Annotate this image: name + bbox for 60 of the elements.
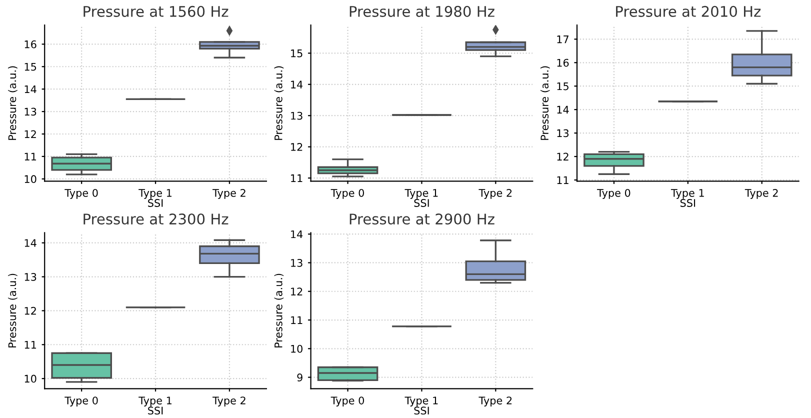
y-tick-label: 14 [291, 80, 303, 88]
y-tick-label: 13 [24, 273, 36, 281]
chart-title: Pressure at 2300 Hz [84, 214, 228, 225]
x-axis-title: SSI [148, 199, 163, 207]
y-tick-label: 11 [557, 176, 568, 184]
x-axis-title: SSI [414, 199, 429, 207]
y-tick-label: 14 [24, 239, 36, 247]
chart-title: Pressure at 1980 Hz [350, 6, 494, 17]
y-tick-label: 12 [24, 306, 36, 315]
y-tick-label: 16 [557, 58, 569, 67]
y-tick-label: 12 [291, 143, 302, 151]
x-tick-label: Type 2 [212, 188, 246, 199]
y-tick-label: 17 [557, 36, 568, 44]
y-tick-label: 15 [557, 82, 568, 90]
y-tick-label: 12 [291, 288, 302, 296]
y-tick-label: 14 [557, 106, 569, 114]
y-tick-label: 11 [24, 340, 36, 349]
x-tick-label: Type 2 [212, 396, 246, 406]
y-tick-label: 10 [24, 175, 36, 184]
x-tick-label: Type 2 [478, 188, 512, 199]
y-axis-title: Pressure (a.u.) [540, 66, 550, 140]
y-axis-title: Pressure (a.u.) [8, 66, 18, 140]
y-tick-label: 11 [291, 174, 302, 182]
x-tick-label: Type 0 [597, 188, 630, 199]
y-tick-label: 12 [24, 130, 36, 138]
x-tick-label: Type 1 [138, 396, 172, 406]
chart-title: Pressure at 2900 Hz [350, 214, 494, 225]
y-tick-label: 15 [24, 62, 36, 71]
y-tick-label: 12 [557, 152, 568, 160]
y-axis-title: Pressure (a.u.) [8, 274, 18, 348]
y-tick-label: 14 [24, 85, 36, 94]
x-tick-label: Type 0 [330, 188, 364, 199]
y-tick-label: 14 [291, 230, 303, 238]
x-tick-label: Type 2 [478, 396, 512, 406]
y-tick-label: 10 [291, 344, 302, 353]
x-tick-label: Type 1 [670, 189, 704, 199]
y-tick-label: 9 [297, 374, 302, 382]
y-tick-label: 11 [24, 152, 36, 160]
y-tick-label: 16 [24, 40, 36, 48]
y-axis-title: Pressure (a.u.) [274, 274, 284, 348]
y-tick-label: 10 [24, 374, 36, 383]
chart-title: Pressure at 2010 Hz [616, 6, 761, 17]
y-tick-label: 15 [291, 50, 302, 58]
x-tick-label: Type 2 [744, 188, 778, 199]
x-tick-label: Type 1 [404, 189, 438, 199]
x-axis-title: SSI [414, 406, 429, 415]
x-tick-label: Type 0 [64, 396, 98, 406]
x-axis-title: SSI [680, 199, 696, 207]
x-tick-label: Type 0 [64, 188, 98, 199]
y-tick-label: 13 [291, 258, 302, 267]
y-axis-title: Pressure (a.u.) [274, 66, 284, 140]
y-tick-label: 13 [557, 129, 569, 138]
chart-title: Pressure at 1560 Hz [84, 6, 228, 17]
x-axis-title: SSI [148, 406, 163, 415]
x-tick-label: Type 1 [138, 189, 172, 199]
y-tick-label: 13 [291, 112, 302, 120]
x-tick-label: Type 0 [330, 396, 364, 406]
y-tick-label: 11 [291, 316, 302, 324]
y-tick-label: 13 [24, 108, 36, 116]
x-tick-label: Type 1 [404, 396, 438, 406]
